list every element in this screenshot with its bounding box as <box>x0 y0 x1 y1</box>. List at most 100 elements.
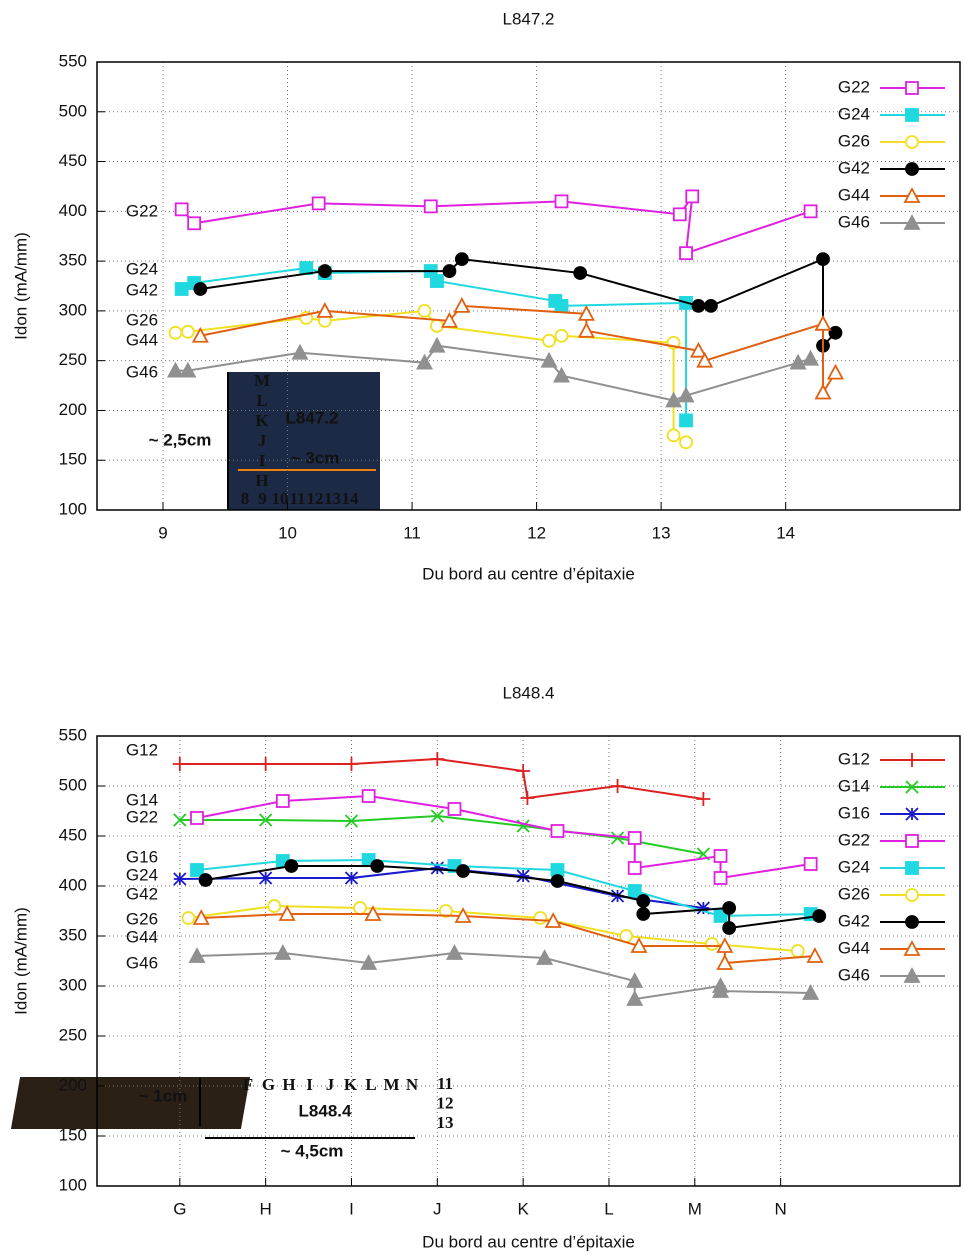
marker <box>181 324 195 339</box>
chart-title: L848.4 <box>503 683 555 702</box>
marker <box>903 187 921 203</box>
marker <box>905 135 919 149</box>
legend-label: G14 <box>838 776 870 795</box>
y-tick-label: 550 <box>59 51 87 70</box>
marker <box>812 909 827 923</box>
marker <box>636 894 651 908</box>
marker <box>193 282 208 296</box>
marker <box>258 757 273 771</box>
inset-letter: G <box>262 1075 275 1094</box>
marker <box>626 972 644 988</box>
marker <box>516 869 530 883</box>
marker <box>430 809 444 823</box>
marker <box>716 937 734 953</box>
y-tick-label: 150 <box>59 450 87 469</box>
marker <box>905 807 919 821</box>
marker <box>416 353 434 370</box>
y-tick-label: 350 <box>59 925 87 944</box>
x-tick-label: J <box>433 1199 442 1218</box>
y-tick-label: 500 <box>59 775 87 794</box>
marker <box>679 435 693 450</box>
marker <box>168 325 183 340</box>
legend-label: G12 <box>838 749 870 768</box>
inset-letter: M <box>254 371 270 390</box>
marker <box>554 299 569 313</box>
marker <box>696 792 711 806</box>
legend-label: G16 <box>838 803 870 822</box>
legend-label: G24 <box>838 104 870 123</box>
side-label: G12 <box>126 740 158 759</box>
series-line <box>205 865 820 930</box>
marker <box>554 194 569 209</box>
inset-photo <box>228 372 380 510</box>
marker <box>685 189 700 204</box>
y-tick-label: 100 <box>59 1175 87 1194</box>
marker <box>713 849 728 863</box>
inset-width: ~ 3cm <box>291 448 340 467</box>
marker <box>573 266 588 280</box>
marker <box>713 909 728 923</box>
marker <box>428 336 446 353</box>
marker <box>174 282 189 296</box>
inset-number: 12 <box>307 489 324 508</box>
marker <box>905 834 919 848</box>
marker <box>344 871 359 885</box>
y-tick-label: 100 <box>59 499 87 518</box>
marker <box>544 912 562 928</box>
x-tick-label: H <box>260 1199 272 1218</box>
y-tick-label: 200 <box>59 400 87 419</box>
x-tick-label: 12 <box>527 523 546 542</box>
marker <box>704 299 718 313</box>
marker <box>259 813 273 827</box>
marker <box>905 915 919 929</box>
marker <box>192 909 210 925</box>
inset-height: ~ 1cm <box>139 1086 188 1105</box>
x-tick-label: G <box>173 1199 186 1218</box>
marker <box>181 911 196 925</box>
inset-name: L847.2 <box>286 408 339 427</box>
legend-label: G22 <box>838 77 870 96</box>
marker <box>696 901 711 915</box>
marker <box>259 871 273 885</box>
marker <box>696 351 714 368</box>
marker <box>187 216 202 231</box>
marker <box>905 162 919 176</box>
marker <box>198 873 213 887</box>
series-line <box>200 257 837 349</box>
y-tick-label: 250 <box>59 1025 87 1044</box>
side-label: G46 <box>126 362 158 381</box>
marker <box>533 911 548 925</box>
inset-letter: F <box>243 1075 253 1094</box>
y-tick-label: 300 <box>59 300 87 319</box>
marker <box>672 207 687 222</box>
marker <box>705 937 719 951</box>
marker <box>291 343 309 360</box>
legend-label: G22 <box>838 830 870 849</box>
inset-photo <box>10 1077 251 1129</box>
marker <box>445 944 463 960</box>
marker <box>905 753 919 767</box>
side-label: G26 <box>126 310 158 329</box>
inset-number: 10 <box>272 489 289 508</box>
marker <box>816 252 830 267</box>
marker <box>430 318 444 333</box>
x-tick-label: K <box>517 1199 529 1218</box>
inset-number: 9 <box>258 489 267 508</box>
inset-number: 12 <box>437 1093 454 1112</box>
legend-label: G42 <box>838 158 870 177</box>
marker <box>442 264 457 278</box>
inset-letter: H <box>255 471 268 490</box>
y-tick-label: 200 <box>59 1075 87 1094</box>
x-tick-label: 13 <box>652 523 671 542</box>
legend-label: G46 <box>838 965 870 984</box>
marker <box>691 299 706 313</box>
marker <box>803 857 818 871</box>
marker <box>453 297 471 313</box>
chart-title: L847.2 <box>503 9 555 28</box>
side-label: G22 <box>126 807 158 826</box>
marker <box>454 252 469 267</box>
marker <box>344 814 359 828</box>
marker <box>516 764 531 778</box>
series-line <box>188 904 798 952</box>
